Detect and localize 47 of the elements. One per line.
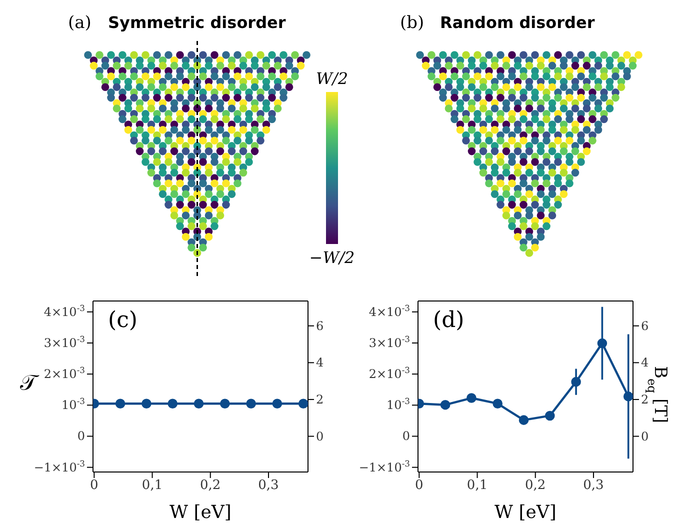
point: [623, 392, 633, 402]
x-tick-label: 0,1: [142, 478, 163, 494]
point: [597, 338, 608, 348]
y-tick-label: −1×10$^{-3}$: [358, 458, 410, 474]
x-tick-label: 0: [415, 478, 424, 494]
text: Symmetric disorder: [108, 13, 286, 32]
y-tick-label: 3×10$^{-3}$: [44, 334, 85, 350]
point: [571, 376, 581, 387]
x-axis-title: W [eV]: [494, 502, 556, 523]
y-tick-label: −1×10$^{-3}$: [34, 458, 85, 474]
x-axis-title: W [eV]: [170, 502, 232, 523]
y-tick-label: 4×10$^{-3}$: [44, 302, 85, 319]
point: [466, 393, 476, 403]
x-tick-label: 0,2: [525, 478, 546, 494]
point: [518, 415, 529, 425]
x-tick-label: 0,3: [583, 478, 604, 494]
y-tick-label: 2×10$^{-3}$: [44, 365, 85, 382]
y-axis-title: 𝒯: [20, 371, 37, 396]
x-tick-label: 0,3: [258, 478, 279, 494]
y2-tick-label: 0: [641, 429, 649, 444]
y2-tick-label: 4: [316, 356, 324, 370]
text: −W/2: [309, 248, 355, 267]
y2-tick-label: 0: [316, 429, 324, 444]
text: Random disorder: [440, 13, 595, 32]
chart-title: (c): [108, 308, 138, 333]
text: (a): [68, 13, 92, 33]
x-tick-label: 0,2: [200, 478, 221, 494]
y-tick-label: 4×10$^{-3}$: [368, 302, 410, 319]
y-tick-label: 2×10$^{-3}$: [368, 365, 410, 382]
y2-tick-label: 2: [641, 392, 649, 406]
y2-tick-label: 6: [316, 318, 324, 333]
y-tick-label: 0: [402, 429, 410, 444]
x-tick-label: 0: [90, 478, 98, 494]
y-tick-label: 10$^{-3}$: [62, 396, 85, 412]
y2-tick-label: 2: [316, 392, 324, 406]
point: [440, 400, 450, 410]
x-tick-label: 0,1: [466, 478, 488, 494]
y2-tick-label: 6: [641, 318, 649, 333]
y2-tick-label: 4: [641, 356, 649, 370]
y-tick-label: 3×10$^{-3}$: [368, 334, 410, 350]
text: W/2: [316, 69, 348, 88]
y-tick-label: 0: [77, 429, 85, 444]
chart-title: (d): [433, 308, 464, 333]
point: [545, 410, 555, 421]
point: [492, 398, 503, 408]
y-tick-label: 10$^{-3}$: [386, 396, 410, 412]
text: (b): [400, 13, 424, 33]
